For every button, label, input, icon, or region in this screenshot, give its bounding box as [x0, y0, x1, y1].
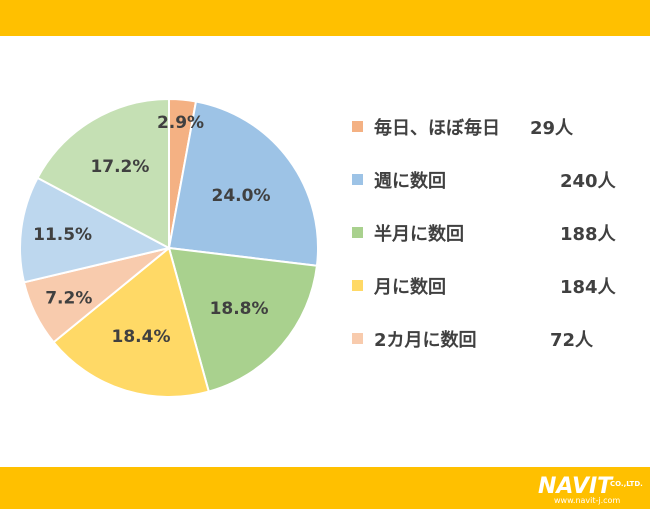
legend-count: 188人: [560, 224, 616, 245]
legend-swatch: [352, 174, 363, 185]
slice-percent-label: 17.2%: [90, 157, 149, 177]
pie-labels: 2.9% 24.0% 18.8% 18.4% 7.2% 11.5% 17.2%: [33, 113, 270, 347]
slice-percent-label: 7.2%: [45, 288, 92, 308]
pie-slice: [52, 246, 210, 398]
logo-wordmark: NAVIT: [538, 474, 613, 499]
legend-label: 2カ月に数回: [374, 330, 477, 351]
legend-swatch: [352, 227, 363, 238]
slice-percent-label: 18.4%: [112, 327, 171, 347]
logo-suffix: CO.,LTD.: [610, 480, 643, 488]
legend-swatch: [352, 121, 363, 132]
bottom-banner: [0, 467, 650, 509]
pie-slice: [19, 176, 172, 284]
pie-chart: 2.9% 24.0% 18.8% 18.4% 7.2% 11.5% 17.2%: [19, 97, 319, 398]
slice-percent-label: 11.5%: [33, 225, 92, 245]
logo-url: www.navit-j.com: [554, 496, 621, 505]
legend-label: 半月に数回: [374, 224, 464, 245]
pie-slices: [19, 97, 319, 398]
slice-percent-label: 18.8%: [210, 299, 269, 319]
company-logo: NAVIT CO.,LTD. www.navit-j.com: [538, 474, 646, 506]
slice-percent-label: 24.0%: [212, 186, 271, 206]
legend-label: 週に数回: [374, 171, 446, 192]
slice-percent-label: 2.9%: [157, 113, 204, 133]
legend-count: 72人: [550, 330, 594, 351]
pie-slice: [167, 246, 319, 393]
legend-label: 月に数回: [374, 277, 446, 298]
top-banner: [0, 0, 650, 36]
legend-label: 毎日、ほぼ毎日: [374, 118, 500, 139]
legend-count: 29人: [530, 118, 574, 139]
legend-swatch: [352, 280, 363, 291]
legend-swatch: [352, 333, 363, 344]
pie-slice: [167, 100, 319, 267]
legend-count: 184人: [560, 277, 616, 298]
pie-slice: [36, 97, 170, 250]
legend-count: 240人: [560, 171, 616, 192]
